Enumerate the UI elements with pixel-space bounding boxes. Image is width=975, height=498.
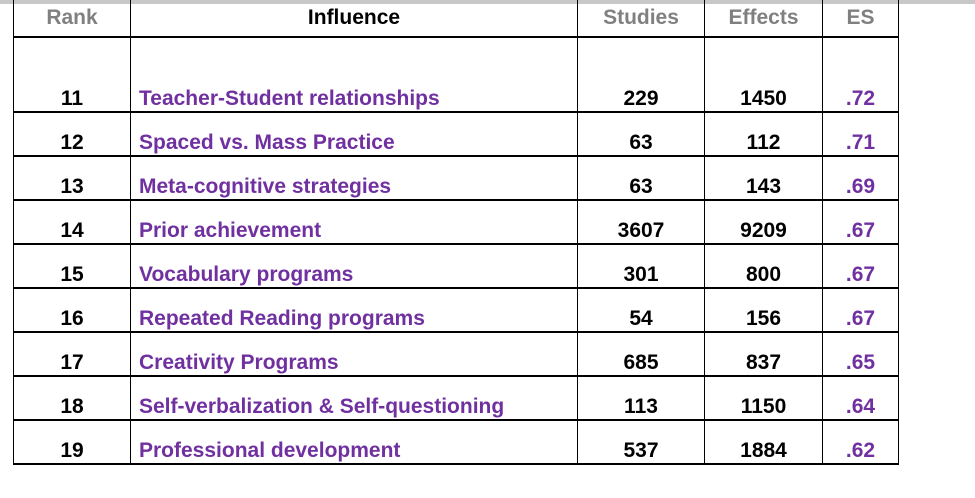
cell-rank: 19: [13, 420, 131, 465]
cell-effects: 9209: [704, 200, 823, 245]
cell-influence: Professional development: [130, 420, 578, 465]
cell-effects: 112: [704, 112, 823, 157]
cell-es: .67: [822, 200, 899, 245]
table-row: 12 Spaced vs. Mass Practice 63 112.71: [13, 112, 899, 157]
header-row: Rank Influence Studies Effects ES: [13, 0, 899, 38]
cell-influence: Vocabulary programs: [130, 244, 578, 289]
cell-studies: 229: [577, 37, 705, 113]
cell-studies: 301: [577, 244, 705, 289]
header-es: ES: [822, 0, 899, 38]
cell-effects: 800: [704, 244, 823, 289]
header-rank: Rank: [13, 0, 131, 38]
table-row: 11 Teacher-Student relationships 229 1450.7…: [13, 37, 899, 113]
cell-es: .64: [822, 376, 899, 421]
cell-effects: 156: [704, 288, 823, 333]
header-effects: Effects: [704, 0, 823, 38]
cell-rank: 16: [13, 288, 131, 333]
cell-rank: 14: [13, 200, 131, 245]
cell-es: .67: [822, 288, 899, 333]
table-row: 18 Self-verbalization & Self-questioning 1…: [13, 376, 899, 421]
table-row: 14 Prior achievement 3607 9209.67: [13, 200, 899, 245]
cell-studies: 63: [577, 112, 705, 157]
cell-effects: 837: [704, 332, 823, 377]
header-influence: Influence: [130, 0, 578, 38]
table-row: 16 Repeated Reading programs 54 156.67: [13, 288, 899, 333]
cell-influence: Self-verbalization & Self-questioning: [130, 376, 578, 421]
cell-studies: 113: [577, 376, 705, 421]
cell-influence: Prior achievement: [130, 200, 578, 245]
header-studies: Studies: [577, 0, 705, 38]
table-row: 19 Professional development 537 1884.62: [13, 420, 899, 465]
influence-table: Rank Influence Studies Effects ES 11 Teac…: [13, 0, 899, 465]
cell-effects: 1884: [704, 420, 823, 465]
cell-rank: 13: [13, 156, 131, 201]
cell-rank: 11: [13, 37, 131, 113]
cell-studies: 537: [577, 420, 705, 465]
cell-effects: 143: [704, 156, 823, 201]
cell-es: .71: [822, 112, 899, 157]
cell-es: .69: [822, 156, 899, 201]
cell-studies: 685: [577, 332, 705, 377]
cell-es: .65: [822, 332, 899, 377]
cell-studies: 63: [577, 156, 705, 201]
cell-es: .62: [822, 420, 899, 465]
cell-influence: Spaced vs. Mass Practice: [130, 112, 578, 157]
cell-rank: 18: [13, 376, 131, 421]
cell-influence: Meta-cognitive strategies: [130, 156, 578, 201]
cell-studies: 3607: [577, 200, 705, 245]
cell-studies: 54: [577, 288, 705, 333]
cell-influence: Teacher-Student relationships: [130, 37, 578, 113]
cell-influence: Repeated Reading programs: [130, 288, 578, 333]
cell-effects: 1150: [704, 376, 823, 421]
table-row: 13 Meta-cognitive strategies 63 143.69: [13, 156, 899, 201]
table-row: 17 Creativity Programs 685 837.65: [13, 332, 899, 377]
cell-effects: 1450: [704, 37, 823, 113]
cell-rank: 12: [13, 112, 131, 157]
cell-es: .67: [822, 244, 899, 289]
table-row: 15 Vocabulary programs 301 800.67: [13, 244, 899, 289]
cell-rank: 15: [13, 244, 131, 289]
cell-influence: Creativity Programs: [130, 332, 578, 377]
cell-rank: 17: [13, 332, 131, 377]
cell-es: .72: [822, 37, 899, 113]
